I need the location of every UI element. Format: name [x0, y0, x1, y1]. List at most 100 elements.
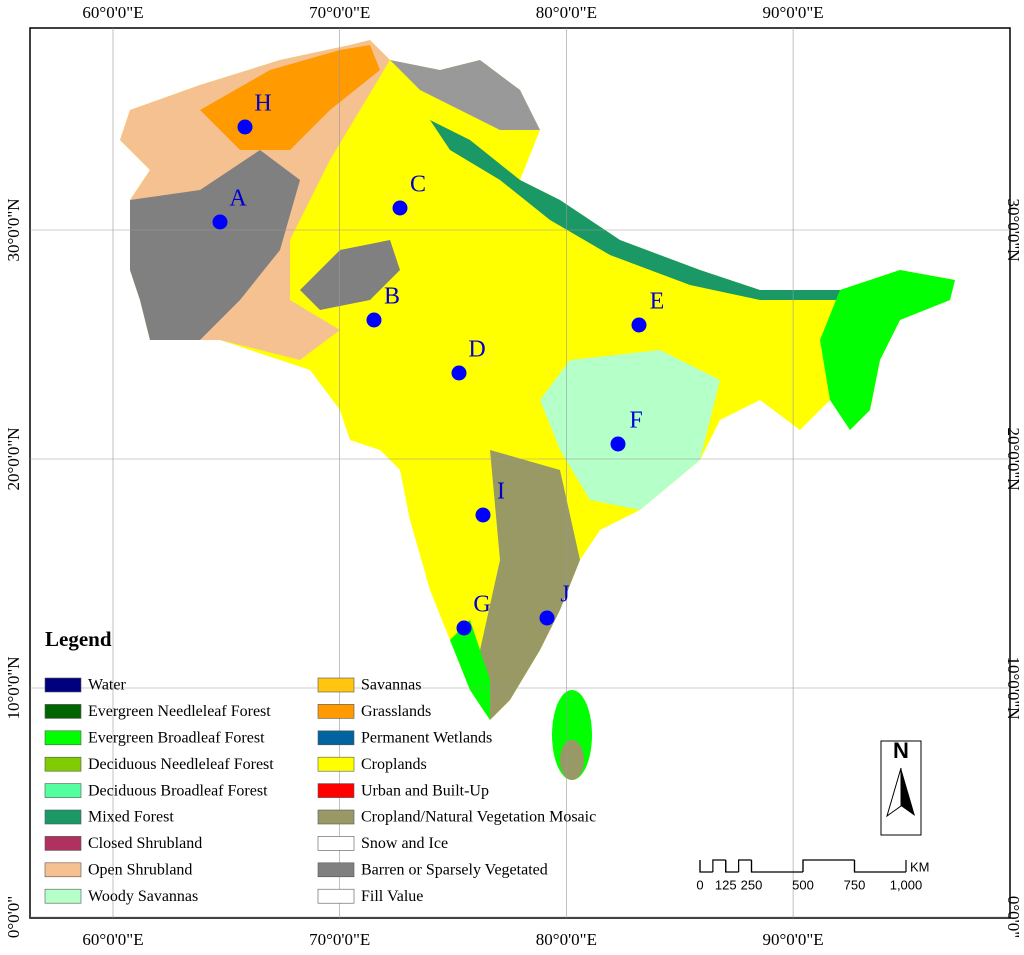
- lon-label-bottom: 60°0'0"E: [82, 930, 143, 949]
- scale-label: 750: [844, 877, 866, 892]
- scale-label: 250: [741, 877, 763, 892]
- legend-label: Evergreen Broadleaf Forest: [88, 729, 265, 746]
- north-arrow: N: [880, 738, 922, 836]
- legend-label: Open Shrubland: [88, 861, 192, 878]
- land: [120, 40, 955, 720]
- sri-lanka-mosaic: [560, 740, 584, 780]
- snow-barren: [390, 60, 540, 130]
- legend-label: Snow and Ice: [361, 835, 448, 852]
- site-label: B: [384, 284, 400, 310]
- barren: [300, 240, 400, 310]
- legend-label: Closed Shrubland: [88, 835, 202, 852]
- lat-label-right: 10°0'0"N: [1004, 656, 1023, 719]
- legend-swatch: [317, 862, 355, 878]
- legend-label: Cropland/Natural Vegetation Mosaic: [361, 809, 596, 826]
- legend-swatch: [317, 888, 355, 904]
- north-arrow-right: [901, 768, 915, 816]
- scale-label: 500: [792, 877, 814, 892]
- legend-swatch: [44, 862, 82, 878]
- legend-label: Barren or Sparsely Vegetated: [361, 861, 548, 878]
- scale-label: 0: [696, 877, 703, 892]
- legend-swatch: [317, 704, 355, 719]
- legend-swatch: [44, 730, 82, 746]
- lat-label-left: 0°0'0": [4, 896, 23, 938]
- lon-label-bottom: 70°0'0"E: [309, 930, 370, 949]
- legend-label: Grasslands: [361, 703, 431, 720]
- legend-title: Legend: [45, 627, 112, 651]
- site-point: [610, 436, 626, 452]
- lon-label-top: 70°0'0"E: [309, 3, 370, 22]
- lat-label-left: 30°0'0"N: [4, 198, 23, 261]
- scale-segment: [802, 859, 855, 872]
- legend-label: Fill Value: [361, 888, 423, 905]
- barren: [130, 150, 300, 340]
- legend-swatch: [44, 704, 82, 719]
- legend-label: Urban and Built-Up: [361, 782, 489, 799]
- scale-unit: KM: [910, 859, 930, 874]
- legend-label: Water: [88, 677, 126, 694]
- legend-swatch: [44, 783, 82, 798]
- western-ghats: [450, 620, 490, 720]
- legend-label: Savannas: [361, 677, 421, 694]
- lon-label-bottom: 90°0'0"E: [763, 930, 824, 949]
- site-label: F: [629, 408, 642, 434]
- legend-swatch: [44, 677, 82, 693]
- site-point: [451, 365, 467, 381]
- site-point: [631, 317, 647, 333]
- site-label: G: [473, 592, 490, 618]
- site-label: A: [229, 186, 247, 212]
- legend-swatch: [317, 677, 355, 693]
- land-cover: [120, 40, 955, 780]
- legend-swatch: [317, 809, 355, 825]
- scale-label: 125: [715, 877, 737, 892]
- lon-label-top: 80°0'0"E: [536, 3, 597, 22]
- site-label: E: [650, 289, 665, 315]
- scale-segment: [738, 859, 752, 872]
- sites: H A C B D E F I G J: [212, 91, 665, 636]
- lon-label-bottom: 80°0'0"E: [536, 930, 597, 949]
- legend-swatch: [317, 756, 355, 772]
- legend-swatch: [44, 888, 82, 904]
- site-label: I: [497, 479, 505, 505]
- site-label: D: [468, 337, 485, 363]
- graticule: 60°0'0"E 60°0'0"E 70°0'0"E 70°0'0"E 80°0'0"E…: [4, 3, 1023, 949]
- lat-label-right: 30°0'0"N: [1004, 198, 1023, 261]
- lon-label-top: 60°0'0"E: [82, 3, 143, 22]
- scale-segment: [699, 860, 713, 873]
- legend-label: Woody Savannas: [88, 888, 198, 905]
- legend-swatch: [44, 809, 82, 825]
- legend-swatch: [317, 836, 355, 851]
- north-label: N: [893, 738, 909, 763]
- scale-segment: [725, 860, 739, 873]
- legend-swatch: [317, 730, 355, 746]
- legend-swatch: [317, 783, 355, 798]
- mosaic: [480, 450, 580, 720]
- legend-label: Deciduous Needleleaf Forest: [88, 756, 274, 773]
- lat-label-left: 10°0'0"N: [4, 656, 23, 719]
- site-point: [475, 507, 491, 523]
- woody-savannas: [540, 350, 720, 510]
- site-point: [392, 200, 408, 216]
- legend-swatch: [44, 836, 82, 851]
- scale-segment: [712, 859, 726, 872]
- lon-label-top: 90°0'0"E: [763, 3, 824, 22]
- site-label: H: [254, 91, 271, 117]
- scale-segment: [750, 860, 803, 873]
- lat-label-left: 20°0'0"N: [4, 427, 23, 490]
- site-point: [366, 312, 382, 328]
- himalaya-forest: [430, 120, 840, 300]
- northeast-forest: [820, 270, 955, 430]
- scale-bar: 0 125 250 500 750 1,000 KM: [696, 859, 930, 892]
- lat-label-right: 20°0'0"N: [1004, 427, 1023, 490]
- site-label: J: [560, 582, 569, 608]
- legend: Legend Water Evergreen Needleleaf Forest E…: [44, 627, 596, 905]
- legend-label: Croplands: [361, 756, 427, 773]
- lat-label-right: 0°0'0": [1004, 896, 1023, 938]
- site-label: C: [410, 172, 426, 198]
- legend-swatch: [44, 756, 82, 772]
- site-point: [539, 610, 555, 626]
- legend-label: Mixed Forest: [88, 809, 174, 826]
- site-point: [456, 620, 472, 636]
- legend-label: Evergreen Needleleaf Forest: [88, 703, 271, 720]
